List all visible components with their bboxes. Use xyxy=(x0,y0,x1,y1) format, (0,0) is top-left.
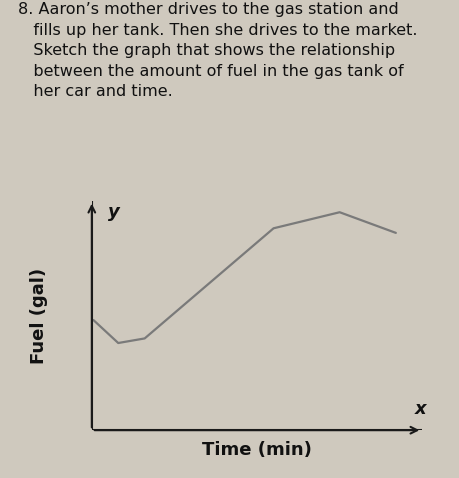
Text: x: x xyxy=(415,400,426,418)
Text: Time (min): Time (min) xyxy=(202,441,312,459)
Text: Fuel (gal): Fuel (gal) xyxy=(30,267,48,364)
Text: y: y xyxy=(108,203,120,221)
Text: 8. Aaron’s mother drives to the gas station and
   fills up her tank. Then she d: 8. Aaron’s mother drives to the gas stat… xyxy=(18,2,418,99)
